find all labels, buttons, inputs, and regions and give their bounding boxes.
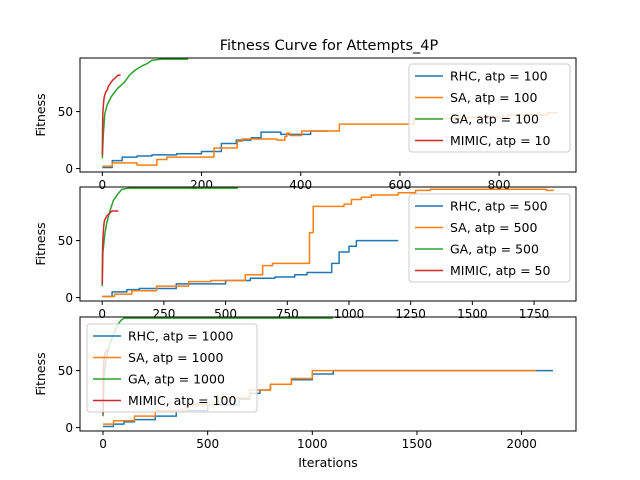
- series-line-ga: [101, 58, 189, 159]
- axes-frame: [79, 316, 577, 432]
- legend-entry: RHC, atp = 1000: [128, 329, 234, 344]
- x-tick-label: 1000: [334, 307, 365, 321]
- legend-box: [86, 323, 258, 413]
- x-tick-label: 1500: [402, 437, 433, 451]
- legend-box: [408, 63, 571, 153]
- x-tick-label: 0: [99, 437, 107, 451]
- series-line-mimic: [101, 74, 121, 155]
- series-line-rhc: [102, 239, 399, 298]
- y-axis-label: Fitness: [33, 222, 48, 265]
- subplot-2: 0 250 500 750 1000 1250 1500 1750 0 50 Fitness RHC,…: [33, 186, 577, 321]
- x-tick-label: 500: [196, 437, 219, 451]
- legend-entry: SA, atp = 500: [450, 220, 537, 235]
- y-axis-label: Fitness: [33, 352, 48, 395]
- x-tick-label: 400: [289, 178, 312, 192]
- legend: RHC, atp = 1000 SA, atp = 1000 GA, atp = 1…: [86, 323, 258, 413]
- y-tick-label: 0: [65, 421, 73, 435]
- subplot-1: 0 200 400 600 800 0 50 Fitness RHC, atp = 100 SA,…: [33, 57, 577, 192]
- y-tick-label: 50: [58, 105, 73, 119]
- series-line-ga: [101, 187, 238, 287]
- legend-entry: GA, atp = 1000: [128, 372, 225, 387]
- legend-entry: MIMIC, atp = 50: [450, 263, 550, 278]
- x-tick-label: 600: [388, 178, 411, 192]
- legend: RHC, atp = 500 SA, atp = 500 GA, atp = 500…: [408, 193, 571, 283]
- legend-entry: RHC, atp = 100: [450, 69, 548, 84]
- y-tick-label: 50: [58, 364, 73, 378]
- x-tick-label: 800: [488, 178, 511, 192]
- x-axis-label: Iterations: [298, 455, 358, 470]
- x-tick-label: 1000: [297, 437, 328, 451]
- legend-entry: MIMIC, atp = 10: [450, 133, 550, 148]
- legend-entry: SA, atp = 1000: [128, 350, 223, 365]
- x-tick-label: 250: [152, 307, 175, 321]
- legend-entry: GA, atp = 100: [450, 112, 539, 127]
- legend-box: [408, 193, 571, 283]
- x-tick-label: 200: [190, 178, 213, 192]
- legend: RHC, atp = 100 SA, atp = 100 GA, atp = 100…: [408, 63, 571, 153]
- x-tick-label: 500: [214, 307, 237, 321]
- series-group: [101, 187, 554, 298]
- legend-entry: RHC, atp = 500: [450, 199, 548, 214]
- y-tick-label: 0: [65, 162, 73, 176]
- x-tick-label: 0: [98, 307, 106, 321]
- x-tick-label: 2000: [506, 437, 537, 451]
- series-line-rhc: [102, 130, 328, 169]
- x-tick-label: 0: [98, 178, 106, 192]
- x-tick-label: 1250: [395, 307, 426, 321]
- series-line-sa: [102, 188, 554, 298]
- legend-entry: GA, atp = 500: [450, 242, 539, 257]
- subplot-3: 0 500 1000 1500 2000 0 50 Fitness RHC, atp = 100…: [33, 316, 577, 451]
- legend-entry: MIMIC, atp = 100: [128, 393, 236, 408]
- x-tick-label: 750: [276, 307, 299, 321]
- series-line-mimic: [101, 210, 119, 284]
- y-tick-label: 0: [65, 291, 73, 305]
- x-tick-label: 1750: [519, 307, 550, 321]
- y-axis-label: Fitness: [33, 93, 48, 136]
- legend-entry: SA, atp = 100: [450, 90, 537, 105]
- y-tick-label: 50: [58, 234, 73, 248]
- chart-title: Fitness Curve for Attempts_4P: [220, 38, 439, 54]
- axes-frame: [79, 186, 577, 302]
- axes-frame: [79, 57, 577, 173]
- x-tick-label: 1500: [457, 307, 488, 321]
